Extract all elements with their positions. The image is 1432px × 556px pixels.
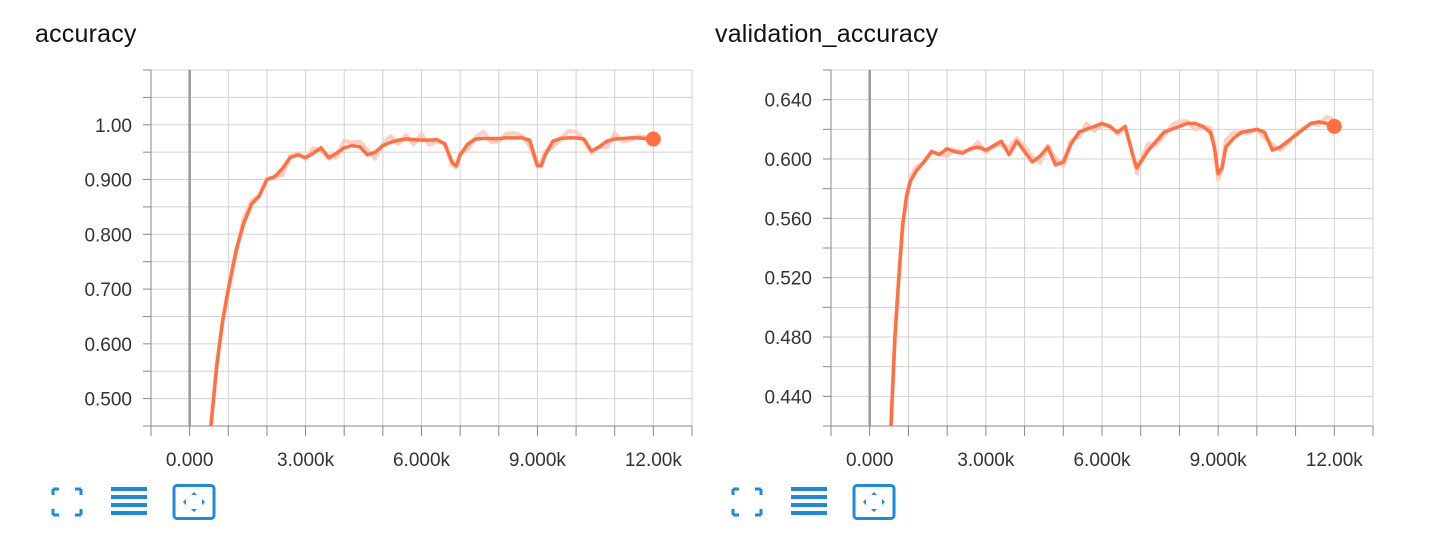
- y-tick-label: 0.600: [764, 150, 812, 171]
- x-tick-label: 9.000k: [1190, 450, 1248, 471]
- y-tick-label: 0.640: [764, 91, 812, 112]
- y-tick-label: 0.600: [84, 335, 132, 356]
- expand-icon[interactable]: [48, 484, 86, 520]
- chart-plot-validation-accuracy[interactable]: 0.440 0.480 0.520 0.560 0.600 0.640 0.000 3.000…: [680, 0, 1432, 480]
- x-tick-label: 0.000: [846, 450, 894, 471]
- y-tick-label: 0.480: [764, 328, 812, 349]
- fit-domain-icon[interactable]: [852, 484, 896, 520]
- fit-domain-icon[interactable]: [172, 484, 216, 520]
- chart-plot-accuracy[interactable]: 0.500 0.600 0.700 0.800 0.900 1.00 0.000 3.000k…: [0, 0, 700, 480]
- y-tick-label: 0.440: [764, 387, 812, 408]
- series-line: [889, 120, 1337, 426]
- chart-card-validation-accuracy: validation_accuracy 0.440 0.480 0.520 0.560…: [680, 0, 1432, 556]
- data-list-icon[interactable]: [110, 484, 148, 520]
- y-tick-label: 1.00: [95, 116, 132, 137]
- y-tick-label: 0.520: [764, 269, 812, 290]
- x-tick-label: 9.000k: [509, 450, 567, 471]
- y-tick-label: 0.700: [84, 280, 132, 301]
- x-tick-label: 6.000k: [393, 450, 451, 471]
- chart-card-accuracy: accuracy 0.500 0.600 0.700 0.800 0.900 1.00 0.…: [0, 0, 700, 556]
- chart-title: validation_accuracy: [715, 20, 939, 48]
- x-tick-label: 3.000k: [957, 450, 1015, 471]
- series-end-marker: [1326, 118, 1342, 134]
- expand-icon[interactable]: [728, 484, 766, 520]
- series-end-marker: [645, 131, 661, 147]
- x-tick-label: 6.000k: [1073, 450, 1131, 471]
- x-tick-label: 12.00k: [1306, 450, 1364, 471]
- x-tick-label: 12.00k: [625, 450, 683, 471]
- x-tick-label: 0.000: [166, 450, 214, 471]
- series-line: [209, 136, 656, 426]
- chart-title: accuracy: [35, 20, 137, 48]
- y-tick-label: 0.500: [84, 390, 132, 411]
- series-raw-line: [208, 129, 654, 426]
- y-tick-label: 0.900: [84, 171, 132, 192]
- data-list-icon[interactable]: [790, 484, 828, 520]
- y-tick-label: 0.560: [764, 209, 812, 230]
- series-raw-line: [889, 115, 1335, 426]
- x-tick-label: 3.000k: [277, 450, 335, 471]
- y-tick-label: 0.800: [84, 225, 132, 246]
